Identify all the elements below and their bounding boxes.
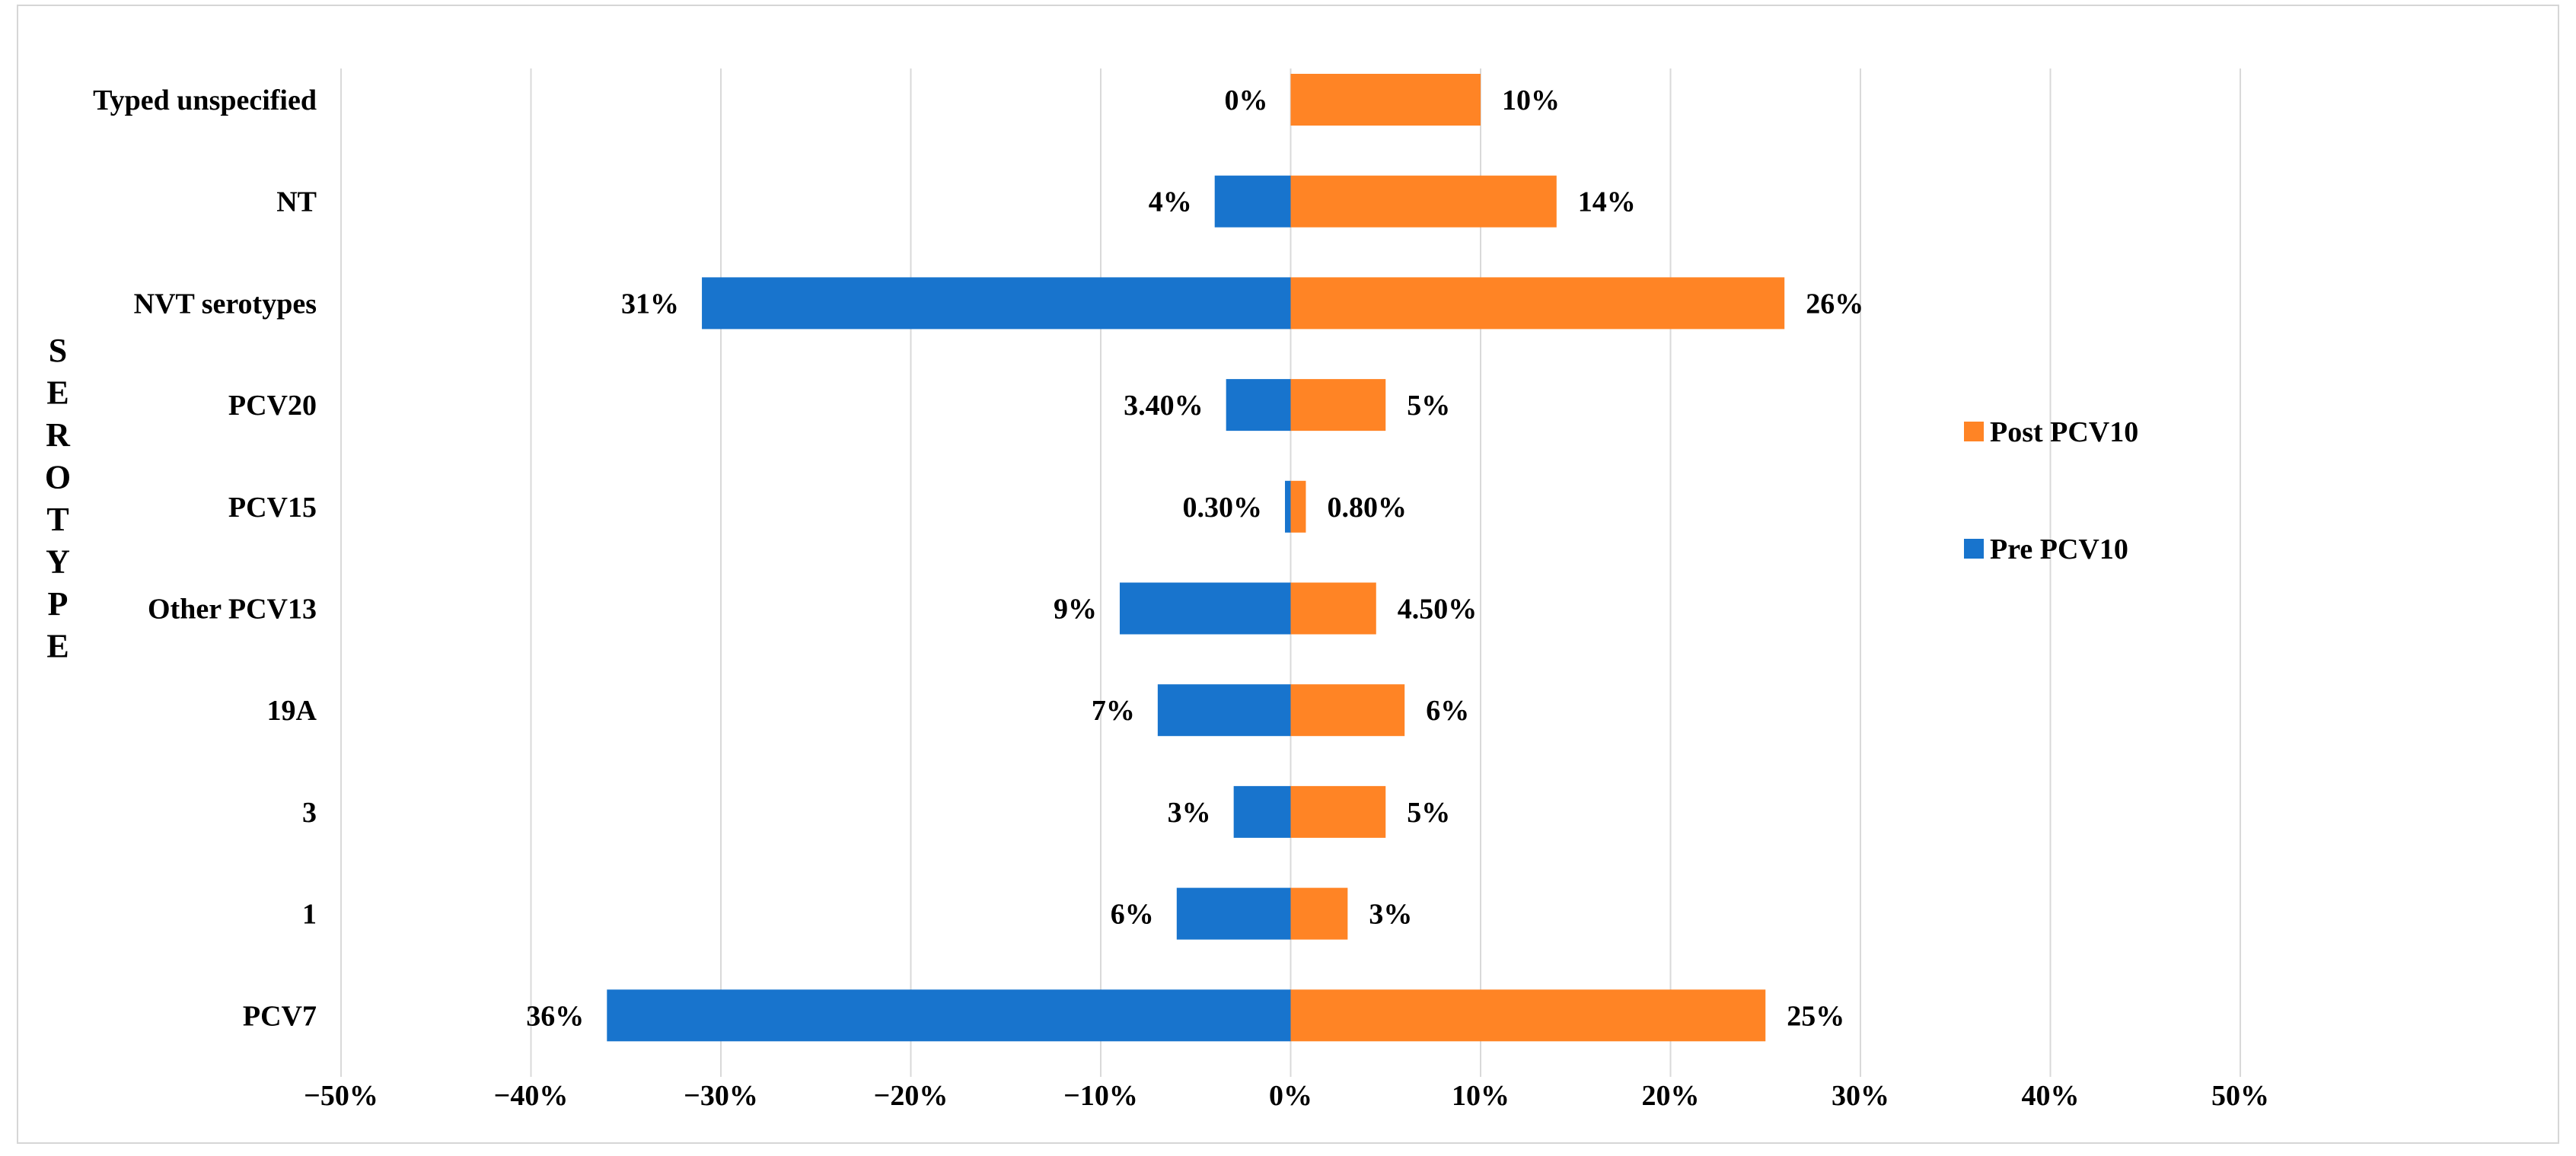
bar-post-pcv10 [1290,277,1785,330]
x-tick-label: 40% [2022,1080,2080,1112]
bar-post-pcv10 [1290,175,1557,228]
x-tick-label: −30% [684,1080,758,1112]
bar-post-pcv10 [1290,684,1405,737]
data-label-pre-pcv10: 0.30% [1183,492,1263,524]
data-label-pre-pcv10: 3% [1168,797,1211,829]
data-label-pre-pcv10: 9% [1054,594,1097,626]
bar-post-pcv10 [1290,379,1386,432]
x-tick-label: 50% [2211,1080,2269,1112]
data-label-post-pcv10: 6% [1426,695,1469,727]
data-label-post-pcv10: 14% [1578,186,1636,218]
bar-pre-pcv10 [607,989,1291,1042]
bar-pre-pcv10 [1119,582,1291,635]
bar-pre-pcv10 [1233,785,1291,838]
bar-pre-pcv10 [1157,684,1291,737]
data-label-post-pcv10: 3% [1369,899,1412,931]
data-label-post-pcv10: 4.50% [1398,594,1478,626]
category-label: 3 [302,797,317,829]
bar-post-pcv10 [1290,785,1386,838]
bar-pre-pcv10 [1214,175,1291,228]
data-label-post-pcv10: 5% [1407,390,1450,422]
legend-swatch [1964,539,1984,559]
data-label-post-pcv10: 5% [1407,797,1450,829]
category-label: PCV7 [243,1000,317,1032]
x-tick-label: 0% [1269,1080,1312,1112]
category-label: Other PCV13 [148,594,317,626]
data-label-pre-pcv10: 7% [1092,695,1135,727]
data-label-pre-pcv10: 6% [1111,899,1154,931]
category-label: NT [276,186,317,218]
data-label-post-pcv10: 0.80% [1327,492,1407,524]
x-tick-label: −10% [1063,1080,1138,1112]
bar-post-pcv10 [1290,582,1376,635]
category-label: PCV15 [228,492,317,524]
bar-pre-pcv10 [1285,480,1291,533]
category-labels: Typed unspecified NT NVT serotypes PCV20 PCV… [93,84,317,1032]
x-tick-label: 10% [1452,1080,1510,1112]
bar-pre-pcv10 [1176,887,1291,940]
legend-swatch [1964,422,1984,441]
bar-post-pcv10 [1290,480,1306,533]
data-label-post-pcv10: 26% [1806,288,1863,320]
category-label: PCV20 [228,390,317,422]
data-label-pre-pcv10: 36% [526,1000,584,1032]
data-label-post-pcv10: 10% [1502,84,1560,116]
bar-pre-pcv10 [1226,379,1291,432]
x-tick-label: −50% [304,1080,378,1112]
x-tick-label: 30% [1832,1080,1889,1112]
data-label-post-pcv10: 25% [1787,1000,1844,1032]
x-tick-labels: −50% −40% −30% −20% −10% 0% 10% 20% 30% 40% 50% [304,1080,2269,1112]
x-tick-label: 20% [1642,1080,1700,1112]
category-label: NVT serotypes [134,288,317,320]
data-labels: 0% 10% 4% 14% 31% 26% 3.40% 5% 0.30% 0.80% 9% 4.50%… [526,84,1863,1032]
bar-post-pcv10 [1290,989,1766,1042]
x-tick-label: −20% [874,1080,948,1112]
legend-label: Pre PCV10 [1990,533,2128,565]
bars [607,74,1785,1042]
data-label-pre-pcv10: 31% [621,288,679,320]
legend-label: Post PCV10 [1990,416,2138,448]
data-label-pre-pcv10: 0% [1225,84,1268,116]
legend: Post PCV10 Pre PCV10 [1964,416,2138,565]
category-label: 19A [267,695,317,727]
bar-post-pcv10 [1290,887,1348,940]
category-label: Typed unspecified [93,84,317,116]
data-label-pre-pcv10: 3.40% [1124,390,1204,422]
data-label-pre-pcv10: 4% [1149,186,1192,218]
category-label: 1 [302,899,317,931]
bar-post-pcv10 [1290,74,1481,126]
bar-pre-pcv10 [702,277,1291,330]
x-tick-label: −40% [494,1080,569,1112]
